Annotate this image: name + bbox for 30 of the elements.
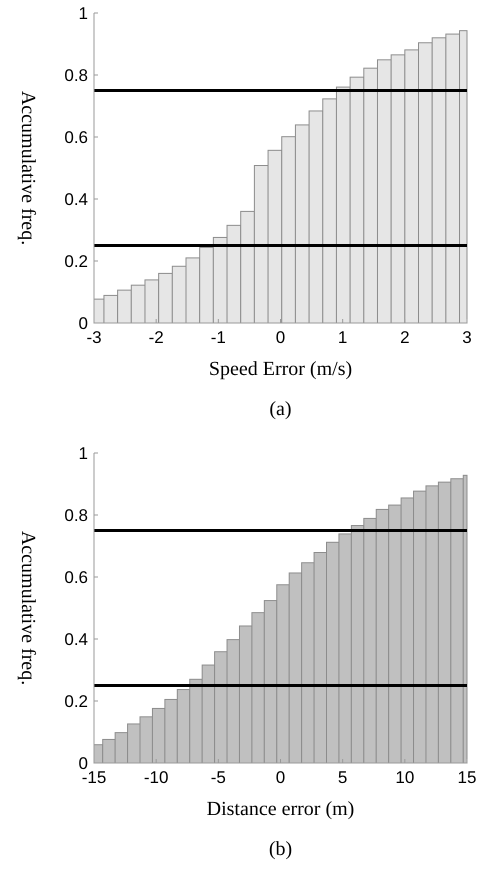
text: (b) [268, 838, 292, 860]
x-tick-label: -2 [148, 328, 164, 347]
x-tick-label: 0 [276, 768, 286, 787]
x-tick-label: 1 [338, 328, 348, 347]
y-tick-label: 0.6 [64, 128, 88, 147]
x-tick-label: 0 [276, 328, 286, 347]
y-tick-label: 0.8 [64, 66, 88, 85]
x-tick-label: -10 [144, 768, 168, 787]
text: (a) [269, 398, 292, 420]
y-tick-label: 0.2 [64, 252, 88, 271]
y-tick-label: 1 [78, 444, 88, 463]
y-tick-label: 0.6 [64, 568, 88, 587]
y-tick-label: 0.2 [64, 692, 88, 711]
x-tick-label: 5 [338, 768, 348, 787]
x-tick-label: 15 [458, 768, 476, 787]
x-tick-label: 10 [395, 768, 414, 787]
x-tick-label: -5 [210, 768, 226, 787]
y-tick-label: 0.8 [64, 506, 88, 525]
y-tick-label: 0.4 [64, 630, 88, 649]
x-tick-label: -1 [210, 328, 226, 347]
y-tick-label: 1 [78, 4, 88, 23]
y-tick-label: 0.4 [64, 190, 88, 209]
x-tick-label: -3 [86, 328, 102, 347]
y-axis-title: Accumulative freq. [17, 530, 39, 686]
y-axis-title: Accumulative freq. [17, 90, 39, 246]
x-tick-label: 2 [400, 328, 410, 347]
x-tick-label: 3 [462, 328, 472, 347]
y-tick-label: 0 [78, 314, 88, 333]
x-axis-title: Distance error (m) [206, 798, 354, 820]
x-axis-title: Speed Error (m/s) [208, 358, 352, 380]
